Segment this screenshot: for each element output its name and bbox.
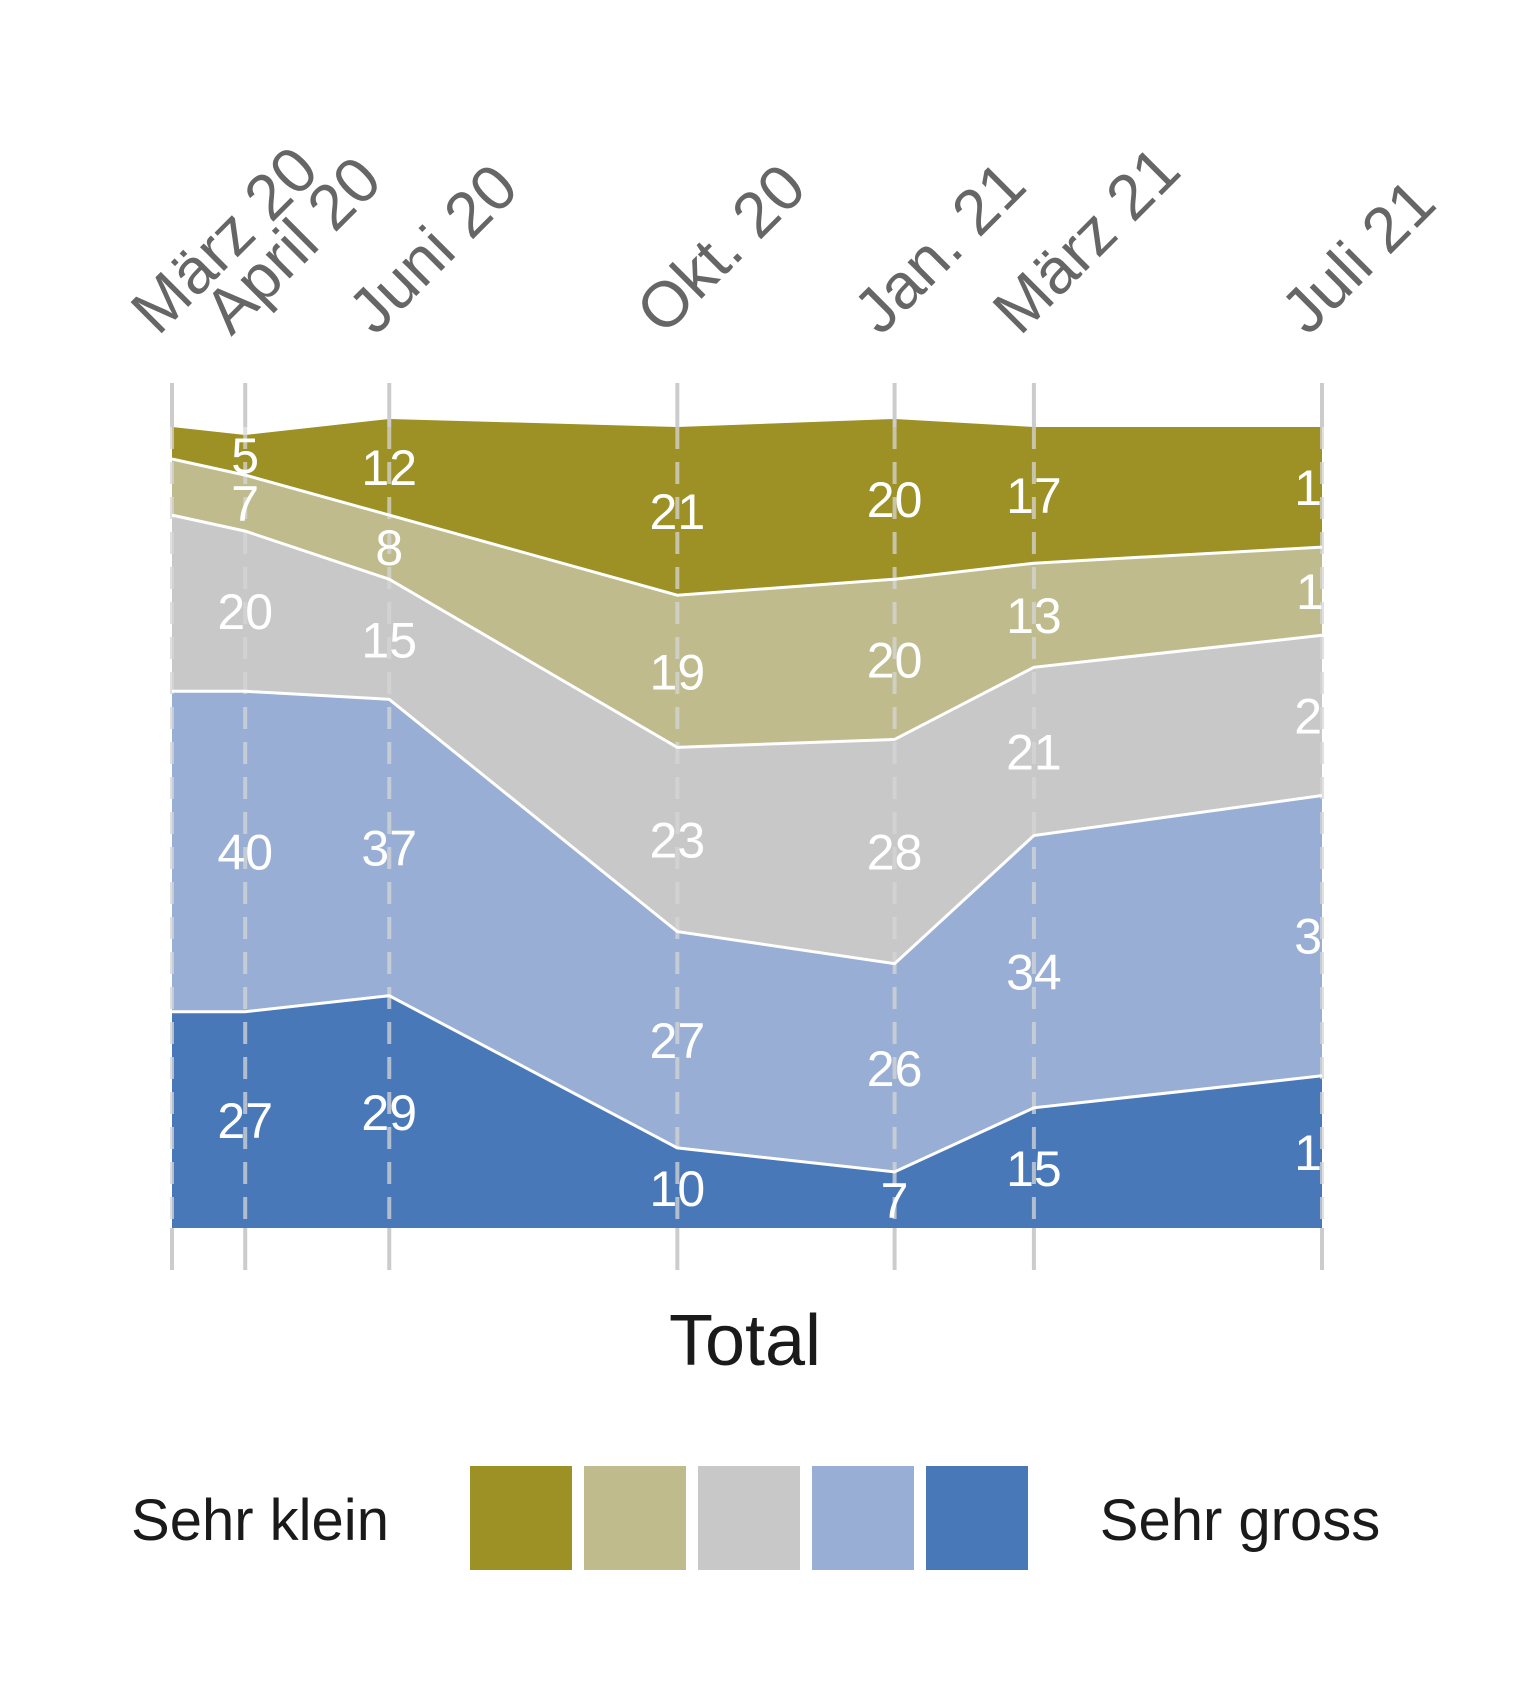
legend-swatches xyxy=(470,1466,1028,1570)
value-label: 11 xyxy=(1296,564,1348,620)
legend-swatch-2 xyxy=(584,1466,686,1570)
area-series-4 xyxy=(172,459,1322,748)
area-series-3 xyxy=(172,515,1322,964)
value-label: 27 xyxy=(217,1093,273,1149)
boundary-line-4 xyxy=(171,457,1323,597)
value-label: 28 xyxy=(867,825,923,881)
legend-label-right: Sehr gross xyxy=(1100,1488,1380,1553)
value-label: 15 xyxy=(361,612,417,668)
value-label: 19 xyxy=(650,644,706,700)
value-label: 15 xyxy=(1006,1141,1062,1197)
value-label: 7 xyxy=(881,1173,909,1229)
value-label: 40 xyxy=(217,825,273,881)
value-label: 19 xyxy=(1294,1125,1350,1181)
x-tick-label: Okt. 20 xyxy=(622,150,819,347)
boundary-line-2 xyxy=(172,689,1323,966)
legend-swatch-1 xyxy=(470,1466,572,1570)
legend-swatch-5 xyxy=(926,1466,1028,1570)
legend-swatch-3 xyxy=(698,1466,800,1570)
value-label: 13 xyxy=(1006,588,1062,644)
value-label: 34 xyxy=(1006,945,1062,1001)
series-boundaries xyxy=(171,457,1323,1174)
x-tick-label: März 21 xyxy=(979,133,1193,347)
area-series-2 xyxy=(172,691,1322,1172)
value-label: 20 xyxy=(1294,688,1350,744)
legend-label-left: Sehr klein xyxy=(131,1488,389,1553)
value-label: 21 xyxy=(650,484,706,540)
legend-swatch-4 xyxy=(812,1466,914,1570)
value-label: 23 xyxy=(650,813,706,869)
value-label: 10 xyxy=(650,1161,706,1217)
value-label: 15 xyxy=(1294,460,1350,516)
value-label: 17 xyxy=(1006,468,1062,524)
x-tick-label: Juli 21 xyxy=(1267,165,1449,347)
area-layers xyxy=(172,419,1322,1228)
legend: Sehr klein Sehr gross xyxy=(131,1466,1380,1570)
value-label: 8 xyxy=(375,520,403,576)
boundary-line-3 xyxy=(171,513,1323,749)
boundary-line-1 xyxy=(172,994,1323,1174)
value-label: 20 xyxy=(217,584,273,640)
value-label: 20 xyxy=(867,632,923,688)
value-label: 21 xyxy=(1006,724,1062,780)
value-label: 5 xyxy=(231,428,259,484)
value-label: 12 xyxy=(361,440,417,496)
x-axis-title: Total xyxy=(669,1301,821,1381)
value-labels: 27 29 10 7 15 19 40 37 27 26 34 35 20 15 23 28 21 20 7 8 19 2… xyxy=(217,428,1349,1229)
value-label: 29 xyxy=(361,1085,417,1141)
value-label: 20 xyxy=(867,472,923,528)
value-label: 27 xyxy=(650,1013,706,1069)
value-label: 26 xyxy=(867,1041,923,1097)
value-label: 35 xyxy=(1294,909,1350,965)
x-axis-ticks xyxy=(170,383,1324,1270)
value-label: 37 xyxy=(361,821,417,877)
value-label: 7 xyxy=(231,476,259,532)
vertical-gridlines xyxy=(170,427,1324,1228)
